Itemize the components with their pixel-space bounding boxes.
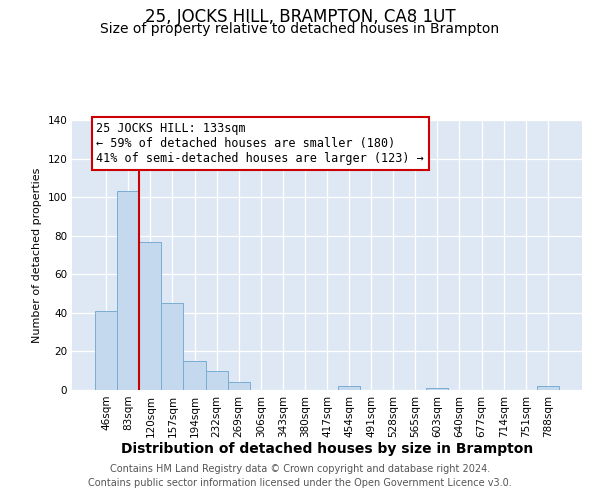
Bar (117, 192, 139, 390)
Text: Contains HM Land Registry data © Crown copyright and database right 2024.
Contai: Contains HM Land Registry data © Crown c… (88, 464, 512, 487)
Bar (95, 311, 117, 390)
Bar (206, 370, 227, 390)
Bar (139, 242, 161, 390)
Bar (184, 361, 206, 390)
Bar (227, 382, 250, 390)
Bar (338, 386, 360, 390)
Text: Size of property relative to detached houses in Brampton: Size of property relative to detached ho… (100, 22, 500, 36)
Bar (427, 388, 448, 390)
Text: Distribution of detached houses by size in Brampton: Distribution of detached houses by size … (121, 442, 533, 456)
Bar (537, 386, 559, 390)
Text: 25 JOCKS HILL: 133sqm
← 59% of detached houses are smaller (180)
41% of semi-det: 25 JOCKS HILL: 133sqm ← 59% of detached … (96, 122, 424, 165)
Bar (161, 303, 184, 390)
Text: 25, JOCKS HILL, BRAMPTON, CA8 1UT: 25, JOCKS HILL, BRAMPTON, CA8 1UT (145, 8, 455, 26)
Y-axis label: Number of detached properties: Number of detached properties (32, 168, 42, 342)
